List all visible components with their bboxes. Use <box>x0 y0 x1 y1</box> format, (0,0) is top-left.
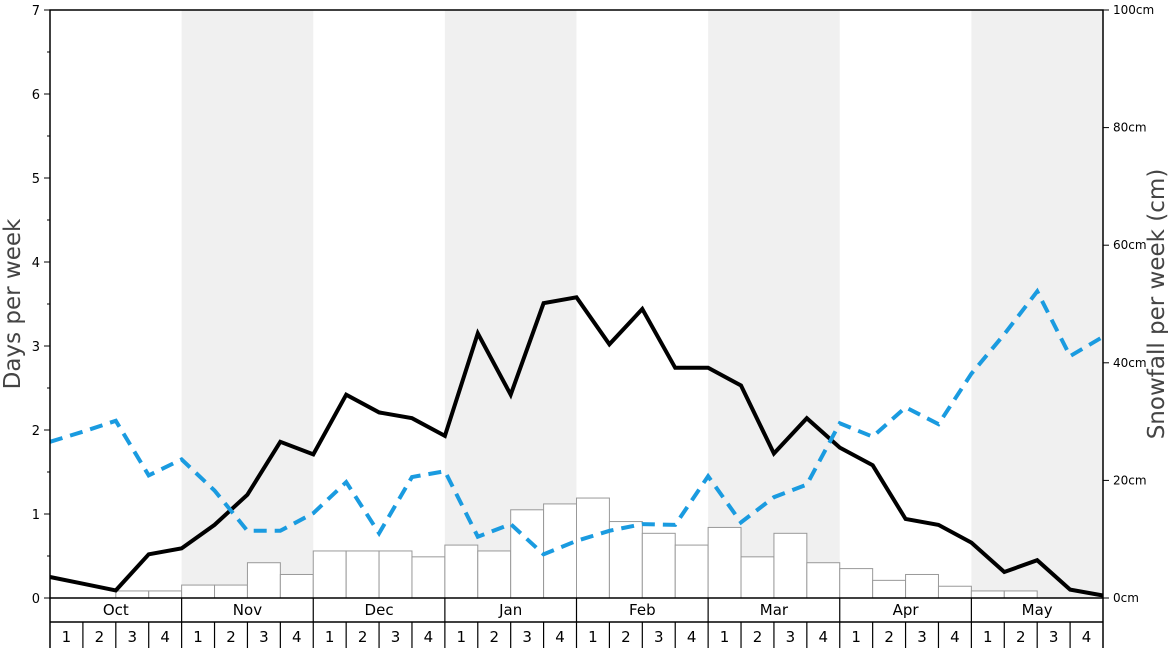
left-tick-label: 6 <box>32 88 40 103</box>
week-label: 2 <box>1016 628 1026 646</box>
snowfall-bar <box>937 585 972 599</box>
week-label: 3 <box>1049 628 1059 646</box>
snowfall-bar <box>477 550 512 599</box>
week-label: 1 <box>325 628 335 646</box>
dashed-line-series <box>49 287 1105 557</box>
week-label: 2 <box>489 628 499 646</box>
snowfall-bar <box>608 521 643 599</box>
snowfall-bar <box>1003 590 1038 599</box>
axis-labels: 0 1 2 3 4 5 6 7 0cm 20cm 40cm 60cm 80cm 100cm Oct 1 2 3 4 N… <box>32 3 1154 646</box>
snowfall-bar <box>115 590 150 599</box>
right-axis-title: Snowfall per week (cm) <box>1144 169 1168 440</box>
month-label: Jan <box>498 601 522 619</box>
left-axis-title: Days per week <box>0 218 26 389</box>
month-label: Mar <box>760 601 789 619</box>
week-label: 2 <box>753 628 763 646</box>
week-label: 4 <box>687 628 697 646</box>
week-label: 3 <box>917 628 927 646</box>
right-tick-label: 100cm <box>1113 3 1154 17</box>
right-tick-label: 40cm <box>1113 356 1147 370</box>
day-lines <box>49 287 1105 598</box>
shade-mar <box>708 10 840 598</box>
week-label: 3 <box>654 628 664 646</box>
week-label: 3 <box>391 628 401 646</box>
week-label: 1 <box>62 628 72 646</box>
snowfall-bar <box>872 579 907 599</box>
left-tick-label: 3 <box>32 340 40 355</box>
week-label: 2 <box>884 628 894 646</box>
left-tick-label: 4 <box>32 256 40 271</box>
week-label: 4 <box>819 628 829 646</box>
snowfall-bar <box>905 573 939 599</box>
week-label: 4 <box>292 628 302 646</box>
snowfall-bar <box>773 532 808 599</box>
solid-line-series <box>49 295 1104 598</box>
month-label: Oct <box>103 601 129 619</box>
week-label: 1 <box>193 628 203 646</box>
snowfall-bar <box>181 584 216 599</box>
snowfall-bar <box>444 544 479 599</box>
right-tick-label: 80cm <box>1113 121 1147 135</box>
snowfall-bar <box>246 562 281 599</box>
snowfall-bar <box>740 556 775 599</box>
month-label: Nov <box>233 601 262 619</box>
week-label: 4 <box>1082 628 1092 646</box>
shade-may <box>971 10 1103 598</box>
snowfall-bar <box>641 532 676 599</box>
snowfall-bar <box>510 509 545 599</box>
week-label: 2 <box>358 628 368 646</box>
snowfall-bar <box>674 544 709 599</box>
week-label: 4 <box>950 628 960 646</box>
snowfall-bar <box>707 526 742 599</box>
right-tick-label: 0cm <box>1113 591 1139 605</box>
month-label: May <box>1022 601 1053 619</box>
week-label: 1 <box>588 628 598 646</box>
week-label: 4 <box>160 628 170 646</box>
week-label: 4 <box>424 628 434 646</box>
month-label: Feb <box>629 601 656 619</box>
week-label: 2 <box>621 628 631 646</box>
week-label: 1 <box>983 628 993 646</box>
shade-nov <box>181 10 314 598</box>
snowfall-bar <box>806 562 841 599</box>
week-label: 3 <box>522 628 532 646</box>
right-tick-label: 20cm <box>1113 473 1147 487</box>
week-label: 2 <box>226 628 236 646</box>
snowfall-bar <box>345 550 380 599</box>
week-label: 1 <box>720 628 730 646</box>
month-label: Dec <box>365 601 394 619</box>
left-tick-label: 5 <box>32 172 40 187</box>
week-label: 1 <box>851 628 861 646</box>
week-label: 1 <box>457 628 467 646</box>
snowfall-bar <box>378 550 413 599</box>
snowfall-bar <box>148 590 183 599</box>
week-label: 2 <box>95 628 105 646</box>
month-shading <box>181 10 1103 598</box>
left-tick-label: 2 <box>32 424 40 439</box>
left-tick-label: 0 <box>32 592 40 607</box>
snowfall-bar <box>970 590 1005 599</box>
week-label: 4 <box>555 628 565 646</box>
snowfall-bar <box>214 584 248 599</box>
right-tick-label: 60cm <box>1113 238 1147 252</box>
week-label: 3 <box>259 628 269 646</box>
shade-jan <box>444 10 577 598</box>
snowfall-bar <box>312 550 347 599</box>
snowfall-bar <box>839 568 874 599</box>
snowfall-bar <box>279 573 314 599</box>
week-label: 3 <box>127 628 137 646</box>
snowfall-bar <box>576 497 610 599</box>
axes <box>44 9 1109 648</box>
left-tick-label: 1 <box>32 508 40 523</box>
week-label: 3 <box>786 628 796 646</box>
left-tick-label: 7 <box>32 4 40 19</box>
snowfall-bar <box>411 556 446 599</box>
month-label: Apr <box>893 601 920 619</box>
